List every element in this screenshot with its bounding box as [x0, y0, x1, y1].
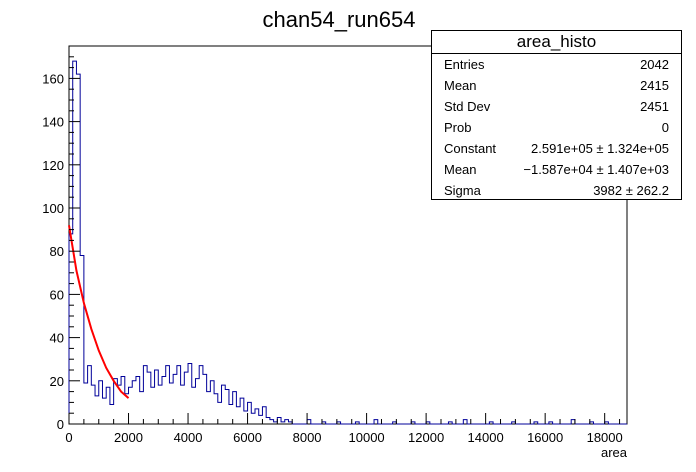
y-tick-label: 20	[50, 374, 64, 389]
stats-row: Entries 2042	[432, 54, 681, 75]
stats-label: Sigma	[444, 183, 481, 198]
y-tick-label: 80	[50, 244, 64, 259]
x-tick-label: 16000	[527, 430, 563, 445]
stats-value: 2451	[640, 99, 669, 114]
stats-label: Constant	[444, 141, 497, 156]
x-tick-label: 2000	[114, 430, 143, 445]
stats-value: −1.587e+04 ± 1.407e+03	[523, 162, 669, 177]
y-tick-label: 0	[57, 417, 64, 432]
stats-row: Mean −1.587e+04 ± 1.407e+03	[432, 159, 681, 180]
y-tick-label: 140	[42, 115, 64, 130]
stats-row: Constant 2.591e+05 ± 1.324e+05	[432, 138, 681, 159]
stats-value: 2415	[640, 78, 669, 93]
stats-rows: Entries 2042 Mean 2415 Std Dev 2451 Prob 0 Const…	[432, 54, 681, 201]
x-tick-label: 0	[65, 430, 72, 445]
stats-row: Std Dev 2451	[432, 96, 681, 117]
stats-title: area_histo	[432, 31, 681, 54]
x-axis-label: area	[601, 445, 628, 460]
stats-row: Mean 2415	[432, 75, 681, 96]
stats-label: Std Dev	[444, 99, 491, 114]
x-tick-label: 10000	[349, 430, 385, 445]
stats-value: 3982 ± 262.2	[593, 183, 669, 198]
x-tick-label: 14000	[468, 430, 504, 445]
y-tick-label: 60	[50, 287, 64, 302]
stats-value: 0	[661, 120, 669, 135]
chart-title: chan54_run654	[263, 7, 416, 32]
stats-value: 2.591e+05 ± 1.324e+05	[531, 141, 669, 156]
stats-box: area_histo Entries 2042 Mean 2415 Std Dev 245…	[431, 30, 682, 200]
x-tick-label: 8000	[293, 430, 322, 445]
stats-label: Mean	[444, 162, 477, 177]
stats-label: Mean	[444, 78, 477, 93]
stats-label: Prob	[444, 120, 472, 135]
stats-value: 2042	[640, 57, 669, 72]
x-tick-label: 4000	[174, 430, 203, 445]
x-tick-label: 12000	[408, 430, 444, 445]
stats-label: Entries	[444, 57, 485, 72]
plot-layer: 0 2000 4000 6000 8000 10000 12000 14000 16000 180…	[42, 45, 627, 445]
stats-row: Sigma 3982 ± 262.2	[432, 180, 681, 201]
x-tick-label: 18000	[587, 430, 623, 445]
fit-curve	[68, 225, 130, 399]
y-tick-label: 40	[50, 331, 64, 346]
y-tick-label: 120	[42, 158, 64, 173]
x-tick-label: 6000	[233, 430, 262, 445]
stats-row: Prob 0	[432, 117, 681, 138]
histogram-outline	[68, 60, 627, 425]
y-tick-label: 160	[42, 71, 64, 86]
y-tick-label: 100	[42, 201, 64, 216]
